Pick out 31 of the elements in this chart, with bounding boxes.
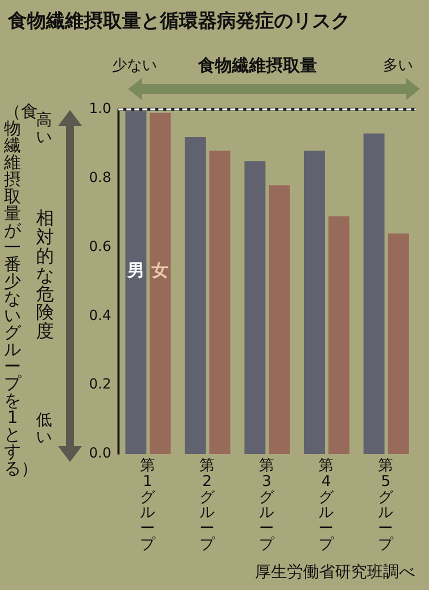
y-tick-label: 0.0 (89, 446, 112, 462)
series-label: 男 (126, 260, 144, 281)
bar (268, 185, 290, 454)
bar (150, 112, 171, 454)
bar (209, 150, 230, 454)
text: 多い (383, 56, 413, 75)
y-tick-label: 0.8 (89, 170, 112, 186)
bar (304, 150, 325, 454)
y-axis-title: 相対的な危険度 (36, 208, 54, 342)
x-tick-label: 第2グループ (200, 456, 215, 553)
y-tick-label: 0.2 (89, 376, 112, 393)
bar (184, 136, 206, 454)
bar (388, 233, 409, 454)
text: 少ない (112, 56, 157, 75)
bar (364, 134, 385, 454)
y-tick-label: 0.6 (89, 238, 112, 255)
x-tick-label: 第3グループ (259, 456, 274, 553)
y-tick-label: 1.0 (89, 101, 112, 118)
bar (125, 109, 146, 454)
x-tick-label: 第5グループ (378, 456, 394, 553)
x-axis-title: 食物繊維摂取量 (198, 55, 317, 77)
series-label: 女 (150, 260, 169, 281)
text: 高い (36, 110, 52, 146)
text: 厚生労働省研究班調べ (255, 562, 415, 583)
x-tick-label: 第4グループ (318, 456, 334, 553)
x-tick-label: 第1グループ (140, 456, 156, 553)
bar (244, 161, 266, 454)
bar (328, 216, 350, 454)
chart-title: 食物繊維摂取量と循環器病発症のリスク (8, 9, 350, 34)
text: 低い (36, 410, 52, 446)
y-tick-label: 0.4 (89, 308, 112, 324)
